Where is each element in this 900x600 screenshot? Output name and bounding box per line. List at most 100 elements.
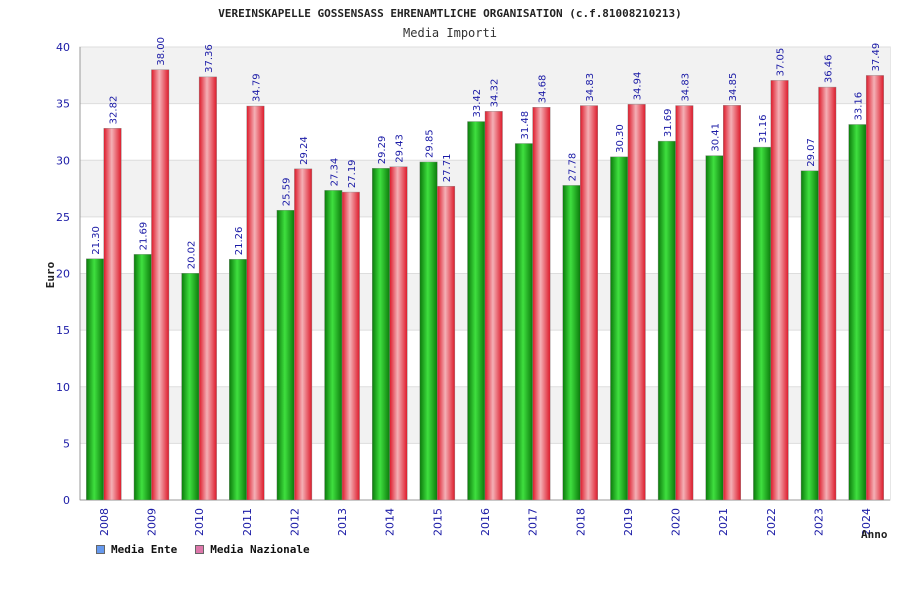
bar-nazionale bbox=[532, 107, 551, 501]
value-label-nazionale: 34.68 bbox=[537, 75, 548, 104]
bar-ente bbox=[133, 254, 152, 501]
value-label-nazionale: 34.94 bbox=[633, 72, 644, 101]
y-tick-label: 5 bbox=[63, 437, 70, 450]
bar-ente bbox=[705, 155, 724, 501]
value-label-ente: 20.02 bbox=[186, 241, 197, 270]
value-label-ente: 30.41 bbox=[710, 123, 721, 152]
bar-nazionale bbox=[151, 69, 170, 501]
value-label-nazionale: 36.46 bbox=[823, 54, 834, 83]
x-tick-label: 2018 bbox=[574, 508, 587, 536]
value-label-ente: 31.48 bbox=[520, 111, 531, 140]
value-label-ente: 27.34 bbox=[329, 158, 340, 187]
legend-item-ente: Media Ente bbox=[96, 543, 177, 556]
legend: Media Ente Media Nazionale bbox=[96, 543, 310, 556]
value-label-nazionale: 38.00 bbox=[156, 37, 167, 66]
value-label-nazionale: 34.32 bbox=[490, 79, 501, 108]
value-label-ente: 25.59 bbox=[282, 178, 293, 207]
bar-ente bbox=[467, 121, 486, 501]
bar-nazionale bbox=[246, 105, 265, 501]
x-tick-label: 2024 bbox=[860, 508, 873, 536]
value-label-nazionale: 34.83 bbox=[585, 73, 596, 102]
value-label-nazionale: 29.24 bbox=[299, 136, 310, 165]
value-label-nazionale: 34.79 bbox=[252, 73, 263, 102]
legend-label-nazionale: Media Nazionale bbox=[210, 543, 310, 556]
bar-nazionale bbox=[341, 191, 360, 501]
bar-nazionale bbox=[580, 105, 598, 501]
value-label-ente: 29.07 bbox=[806, 138, 817, 167]
x-tick-label: 2011 bbox=[241, 508, 254, 536]
value-label-nazionale: 37.49 bbox=[871, 43, 882, 72]
bar-ente bbox=[657, 140, 676, 501]
bar-ente bbox=[372, 168, 390, 501]
x-tick-label: 2008 bbox=[98, 508, 111, 536]
bar-ente bbox=[229, 259, 247, 501]
value-label-nazionale: 32.82 bbox=[109, 96, 120, 125]
x-tick-label: 2010 bbox=[193, 508, 206, 536]
x-tick-label: 2023 bbox=[813, 508, 826, 536]
value-label-nazionale: 37.05 bbox=[776, 48, 787, 77]
bar-nazionale bbox=[818, 86, 837, 501]
x-tick-label: 2015 bbox=[431, 508, 444, 536]
bar-ente bbox=[419, 161, 438, 501]
x-axis-label: Anno bbox=[861, 528, 888, 541]
bar-nazionale bbox=[437, 185, 456, 501]
value-label-ente: 30.30 bbox=[615, 124, 626, 153]
value-label-nazionale: 29.43 bbox=[394, 134, 405, 163]
x-tick-label: 2021 bbox=[717, 508, 730, 536]
x-tick-label: 2014 bbox=[384, 508, 397, 536]
value-label-ente: 29.85 bbox=[425, 129, 436, 158]
bar-nazionale bbox=[294, 168, 313, 501]
bar-ente bbox=[610, 156, 629, 501]
value-label-ente: 21.30 bbox=[91, 226, 102, 255]
value-label-ente: 21.69 bbox=[139, 222, 150, 251]
x-tick-label: 2019 bbox=[622, 508, 635, 536]
bar-ente bbox=[753, 146, 772, 501]
x-tick-label: 2013 bbox=[336, 508, 349, 536]
bar-ente bbox=[86, 258, 105, 501]
legend-swatch-ente bbox=[96, 545, 105, 554]
y-tick-label: 15 bbox=[56, 324, 70, 337]
bar-ente bbox=[324, 190, 343, 501]
value-label-ente: 29.29 bbox=[377, 136, 388, 165]
bar-nazionale bbox=[103, 128, 122, 501]
bar-nazionale bbox=[627, 104, 646, 501]
y-tick-label: 40 bbox=[56, 41, 70, 54]
legend-label-ente: Media Ente bbox=[111, 543, 178, 556]
x-tick-label: 2016 bbox=[479, 508, 492, 536]
bar-nazionale bbox=[198, 76, 217, 501]
bars: 21.30 32.82 21.69 38.00 20.02 37.36 21.26 34.79… bbox=[86, 37, 884, 501]
value-label-ente: 33.42 bbox=[472, 89, 483, 118]
y-tick-label: 0 bbox=[63, 494, 70, 507]
value-label-ente: 27.78 bbox=[568, 153, 579, 182]
value-label-nazionale: 34.83 bbox=[680, 73, 691, 102]
x-tick-label: 2022 bbox=[765, 508, 778, 536]
x-tick-label: 2017 bbox=[527, 508, 540, 536]
x-tick-label: 2009 bbox=[145, 508, 158, 536]
x-tick-label: 2020 bbox=[670, 508, 683, 536]
bar-nazionale bbox=[865, 75, 884, 501]
value-label-nazionale: 27.19 bbox=[347, 159, 358, 188]
y-tick-label: 20 bbox=[56, 268, 70, 281]
chart-title: VEREINSKAPELLE GOSSENSASS EHRENAMTLICHE … bbox=[218, 7, 682, 20]
bar-nazionale bbox=[770, 80, 789, 501]
value-label-nazionale: 27.71 bbox=[442, 154, 453, 183]
y-tick-label: 30 bbox=[56, 154, 70, 167]
value-label-ente: 21.26 bbox=[234, 227, 245, 256]
legend-swatch-nazionale bbox=[195, 545, 205, 554]
value-label-ente: 31.69 bbox=[663, 108, 674, 137]
bar-nazionale bbox=[484, 111, 503, 501]
bar-ente bbox=[848, 124, 867, 501]
y-axis-label: Euro bbox=[44, 261, 57, 288]
y-tick-label: 10 bbox=[56, 381, 70, 394]
bar-ente bbox=[514, 143, 533, 501]
bar-ente bbox=[276, 209, 295, 501]
chart-subtitle: Media Importi bbox=[403, 26, 497, 40]
x-tick-label: 2012 bbox=[288, 508, 301, 536]
x-axis: 2008 2009 2010 2011 2012 2013 2014 2015 2016 2017… bbox=[98, 508, 873, 536]
legend-item-nazionale: Media Nazionale bbox=[195, 543, 310, 556]
bar-nazionale bbox=[723, 105, 741, 501]
bar-ente bbox=[800, 170, 819, 501]
value-label-ente: 31.16 bbox=[758, 114, 769, 143]
bar-ente bbox=[181, 273, 200, 501]
